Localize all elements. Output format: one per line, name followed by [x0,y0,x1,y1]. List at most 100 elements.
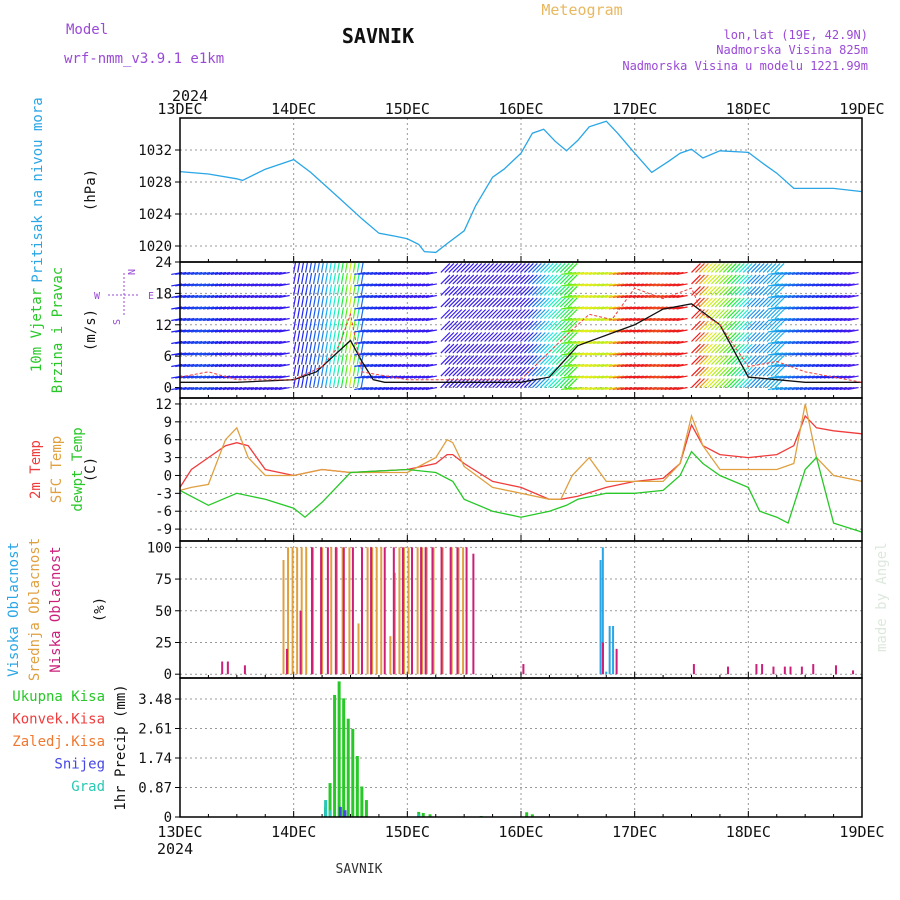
wind-arrow [332,376,337,388]
wind-arrow [278,363,290,368]
wind-arrow [691,309,701,319]
wind-arrow [767,329,780,333]
wind-arrow [807,352,819,356]
wind-arrow [714,378,725,388]
wind-arrow [576,363,589,368]
wind-arrow [770,274,781,285]
wind-arrow [600,375,613,379]
wind-arrow [676,271,688,276]
bar-clouds-niska-oblacnost [449,547,452,675]
wind-arrow [324,341,329,354]
wind-arrow [199,352,211,356]
wind-arrow [293,261,297,273]
wind-arrow [722,355,733,365]
wind-arrow [620,306,632,310]
wind-arrow [332,261,337,273]
wind-arrow [535,274,546,285]
wind-arrow [246,294,258,299]
wind-arrow [305,376,309,388]
wind-arrow [175,283,187,287]
y-tick-pressure: 1028 [138,175,172,191]
x-tick-top-17dec: 17DEC [612,100,657,118]
wind-arrow [783,386,796,391]
wind-arrow [492,378,503,388]
wind-arrow [620,329,632,333]
wind-arrow [316,353,321,365]
wind-arrow [199,340,211,345]
wind-arrow [476,332,487,342]
ylabel-wind-0: 10m Vjetar [29,288,45,372]
wind-arrow [382,386,394,391]
wind-arrow [695,297,705,308]
wind-arrow [366,340,378,345]
wind-arrow [409,340,422,345]
wind-arrow [362,363,374,368]
wind-arrow [726,297,737,308]
wind-arrow [543,378,554,388]
wind-arrow [340,330,344,342]
wind-arrow [636,363,648,368]
wind-arrow [222,283,235,287]
wind-arrow [354,386,366,391]
wind-arrow [620,363,632,368]
wind-arrow [508,355,518,365]
wind-arrow [246,340,258,345]
wind-arrow [791,283,804,287]
wind-arrow [238,294,251,299]
wind-arrow [539,274,550,285]
wind-arrow [262,283,274,287]
wind-arrow [242,375,254,379]
wind-arrow [452,309,463,319]
wind-arrow [839,306,851,310]
wind-arrow [811,329,823,333]
wind-arrow [795,329,807,333]
wind-arrow [492,297,503,308]
wind-arrow [676,386,688,391]
wind-arrow [636,340,648,345]
wind-arrow [742,297,753,308]
wind-arrow [563,320,574,331]
wind-arrow [250,363,262,368]
wind-arrow [561,283,573,287]
wind-arrow [604,294,617,299]
wind-arrow [767,294,780,299]
wind-arrow [266,271,278,276]
wind-arrow [527,320,538,331]
wind-arrow [508,274,518,285]
wind-arrow [779,329,792,333]
wind-arrow [210,283,223,287]
wind-arrow [425,375,437,379]
wind-arrow [492,286,503,296]
wind-arrow [767,283,780,287]
wind-arrow [839,294,851,299]
wind-arrow [175,363,187,368]
wind-arrow [340,307,344,319]
wind-arrow [444,355,455,365]
wind-arrow [472,343,483,354]
wind-arrow [835,306,847,310]
wind-arrow [199,306,211,310]
wind-arrow [758,297,769,308]
wind-arrow [378,283,390,287]
x-tick-top-18dec: 18DEC [726,100,771,118]
wind-arrow [596,306,609,310]
wind-arrow [389,283,402,287]
wind-arrow [703,286,713,296]
wind-arrow [771,352,784,356]
wind-arrow [496,332,506,342]
wind-arrow [775,294,788,299]
wind-arrow [771,271,784,276]
wind-arrow [202,375,215,379]
wind-arrow [726,286,737,296]
wind-arrow [452,366,463,377]
y-tick-precip: 0 [164,810,172,826]
wind-arrow [425,306,437,310]
wind-arrow [464,274,475,285]
wind-arrow [354,294,366,299]
wind-arrow [624,329,636,333]
wind-arrow [301,307,305,319]
wind-arrow [843,306,855,310]
wind-arrow [767,306,780,310]
bar-clouds-niska-oblacnost [326,547,329,675]
wind-arrow [559,320,570,331]
